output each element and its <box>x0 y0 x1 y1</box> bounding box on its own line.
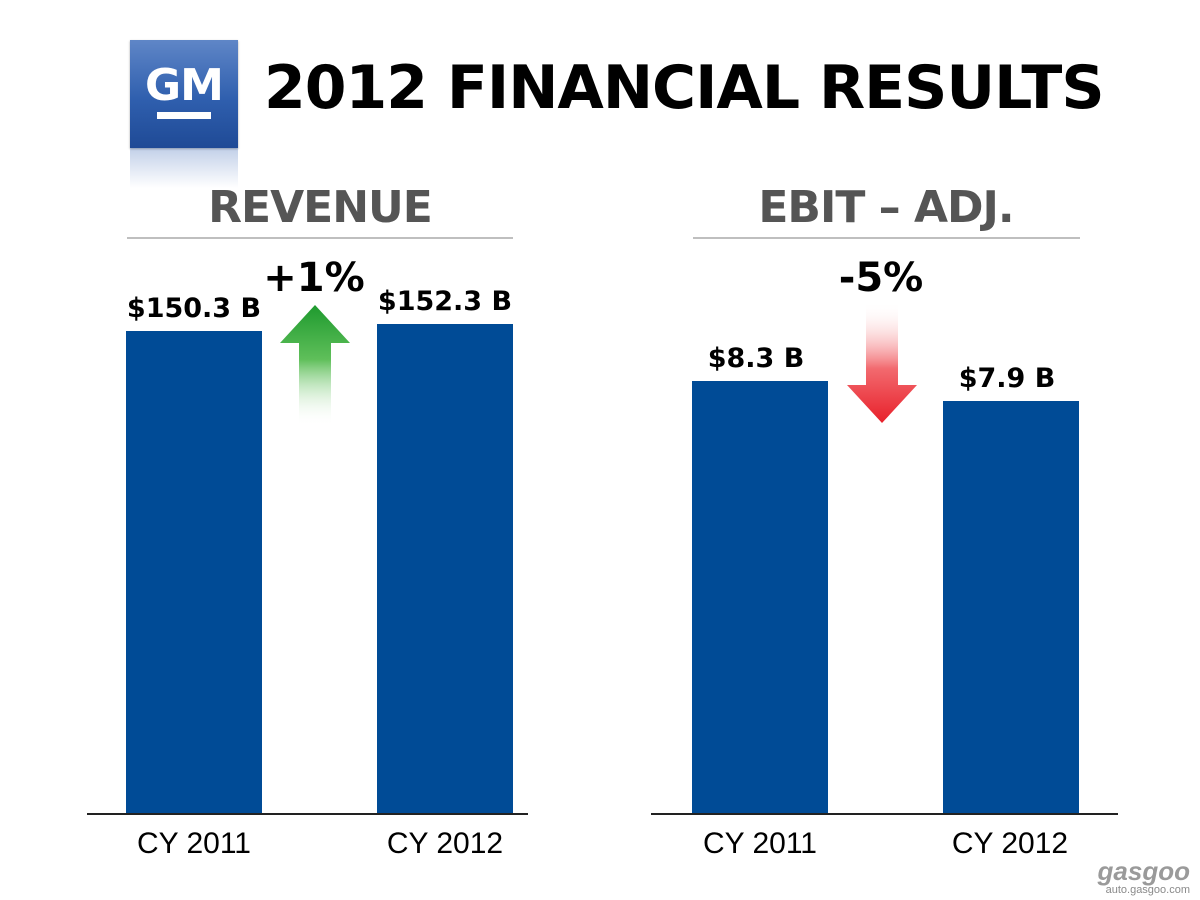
watermark-site: auto.gasgoo.com <box>1105 883 1190 896</box>
page-title: 2012 FINANCIAL RESULTS <box>264 53 1105 123</box>
ebit-value-label-cy2012: $7.9 B <box>958 363 1056 394</box>
ebit-baseline <box>651 813 1118 815</box>
ebit-change-percent: -5% <box>838 255 924 301</box>
ebit-chart-title: EBIT – ADJ. <box>758 182 1014 233</box>
down-arrow-icon <box>847 302 917 423</box>
revenue-bar-cy2011 <box>126 331 262 813</box>
ebit-category-cy2012: CY 2012 <box>951 827 1069 860</box>
gm-logo: GM <box>130 40 238 148</box>
gm-logo-underline <box>157 112 211 119</box>
revenue-category-cy2011: CY 2011 <box>137 827 251 860</box>
revenue-bar-cy2012 <box>377 324 513 813</box>
gm-logo-text: GM <box>145 60 224 111</box>
watermark-brand: gasgoo <box>1097 855 1190 886</box>
ebit-bar-cy2011 <box>692 381 828 813</box>
ebit-bar-cy2012 <box>943 401 1079 813</box>
revenue-title-rule <box>127 237 513 239</box>
revenue-value-label-cy2011: $150.3 B <box>126 293 262 324</box>
revenue-chart-title: REVENUE <box>208 182 433 233</box>
gasgoo-watermark: gasgoo auto.gasgoo.com <box>1098 858 1190 896</box>
revenue-value-label-cy2012: $152.3 B <box>377 286 513 317</box>
ebit-title-rule <box>693 237 1080 239</box>
up-arrow-icon <box>280 305 350 426</box>
revenue-change-percent: +1% <box>263 255 365 301</box>
ebit-value-label-cy2011: $8.3 B <box>707 343 805 374</box>
gm-logo-reflection <box>130 148 238 188</box>
revenue-category-cy2012: CY 2012 <box>386 827 504 860</box>
ebit-category-cy2011: CY 2011 <box>703 827 817 860</box>
revenue-baseline <box>87 813 528 815</box>
